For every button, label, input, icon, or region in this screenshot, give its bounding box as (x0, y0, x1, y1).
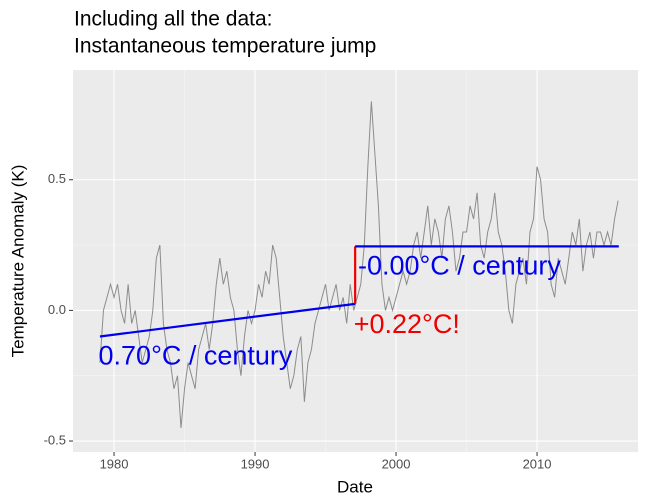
annotation: 0.70°C / century (99, 341, 293, 371)
chart-title: Including all the data: (74, 8, 272, 31)
chart-title: Instantaneous temperature jump (74, 35, 376, 58)
trend-line (99, 302, 356, 338)
x-tick-label: 2000 (382, 456, 411, 471)
x-tick-label: 1980 (100, 456, 129, 471)
y-tick-label: 0.0 (48, 302, 66, 317)
y-tick-label: 0.5 (48, 171, 66, 186)
x-axis-label: Date (337, 477, 373, 496)
data-line (99, 101, 619, 429)
y-axis-label: Temperature Anomaly (K) (8, 165, 27, 358)
x-tick-label: 2010 (523, 456, 552, 471)
annotation: +0.22°C! (354, 309, 460, 339)
y-tick-label: -0.5 (44, 432, 66, 447)
annotation: -0.00°C / century (358, 250, 561, 280)
x-tick-label: 1990 (241, 456, 270, 471)
